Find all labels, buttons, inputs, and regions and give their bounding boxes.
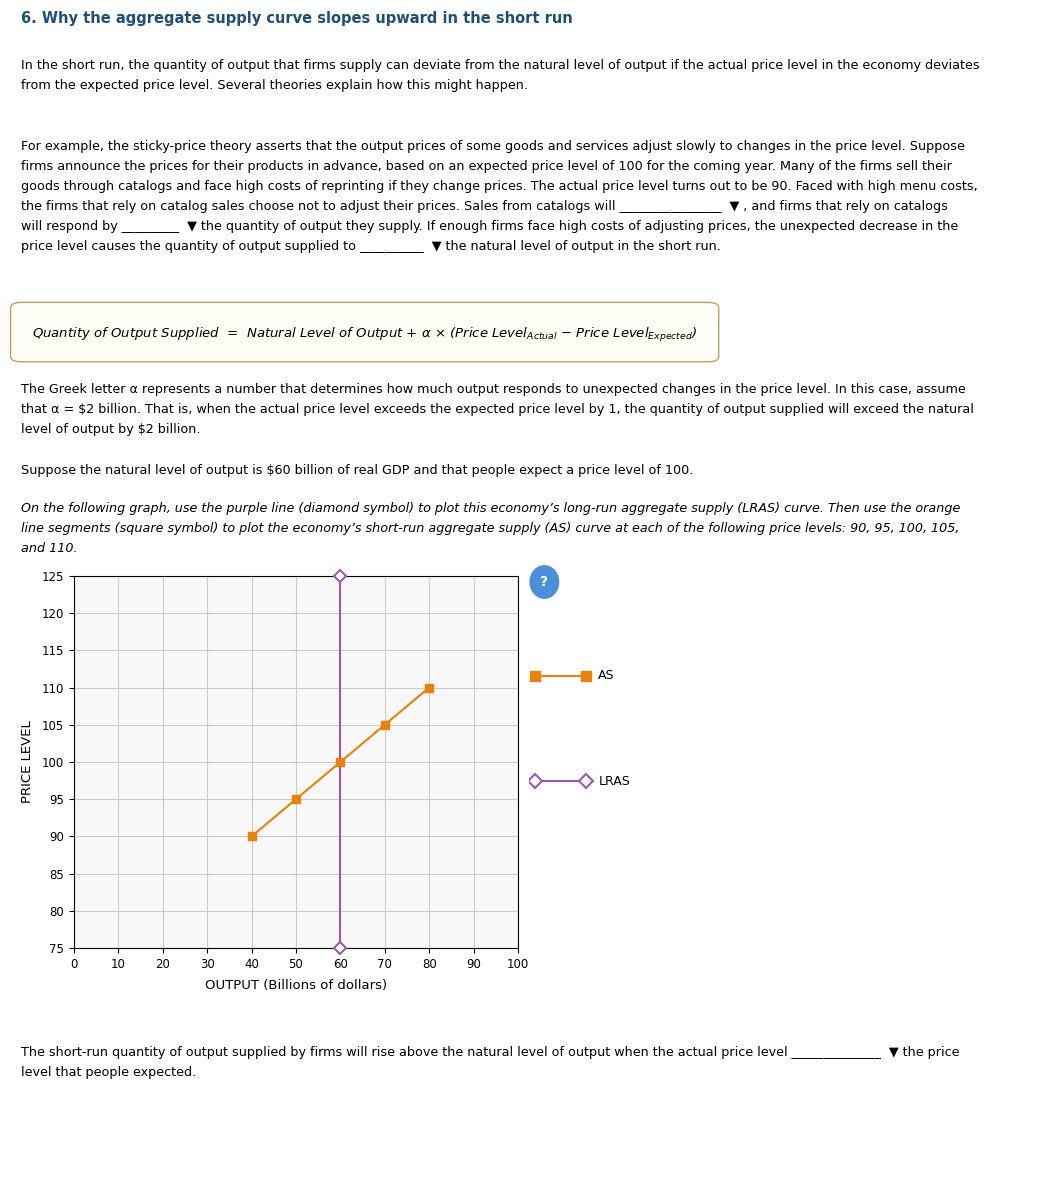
Text: The Greek letter α represents a number that determines how much output responds : The Greek letter α represents a number t…	[21, 383, 973, 437]
Line: AS: AS	[247, 684, 433, 840]
AS	[290, 792, 302, 806]
Text: The short-run quantity of output supplied by firms will rise above the natural l: The short-run quantity of output supplie…	[21, 1046, 960, 1080]
Text: For example, the sticky-price theory asserts that the output prices of some good: For example, the sticky-price theory ass…	[21, 140, 978, 253]
AS	[334, 755, 347, 769]
Text: AS: AS	[598, 670, 615, 682]
Circle shape	[531, 565, 558, 599]
Text: LRAS: LRAS	[598, 775, 630, 787]
FancyBboxPatch shape	[11, 302, 719, 361]
Text: 6. Why the aggregate supply curve slopes upward in the short run: 6. Why the aggregate supply curve slopes…	[21, 11, 573, 25]
Text: In the short run, the quantity of output that firms supply can deviate from the : In the short run, the quantity of output…	[21, 59, 980, 92]
Text: Suppose the natural level of output is $60 billion of real GDP and that people e: Suppose the natural level of output is $…	[21, 464, 693, 478]
Text: On the following graph, use the purple line (diamond symbol) to plot this econom: On the following graph, use the purple l…	[21, 502, 961, 556]
Text: Quantity of Output Supplied  =  Natural Level of Output + α × (Price Level$_{Act: Quantity of Output Supplied = Natural Le…	[32, 325, 698, 343]
X-axis label: OUTPUT (Billions of dollars): OUTPUT (Billions of dollars)	[205, 979, 387, 992]
AS	[423, 680, 435, 695]
AS	[378, 718, 391, 732]
AS	[245, 829, 258, 844]
Y-axis label: PRICE LEVEL: PRICE LEVEL	[20, 721, 34, 803]
Text: ?: ?	[540, 575, 549, 589]
